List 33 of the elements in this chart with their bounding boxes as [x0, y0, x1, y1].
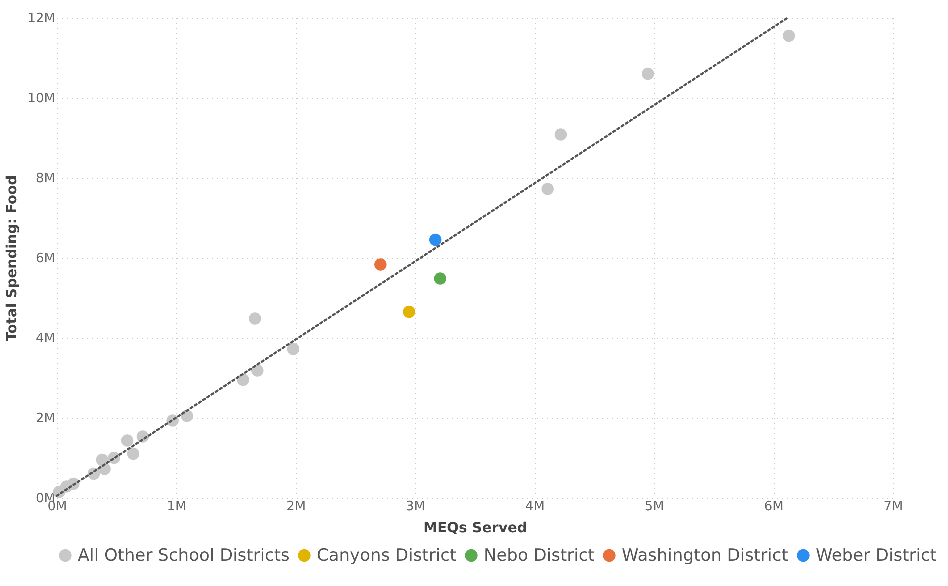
point: [429, 234, 442, 246]
y-tick-label: 4M: [36, 332, 56, 346]
legend-label: Canyons District: [317, 546, 457, 566]
y-tick-label: 12M: [28, 12, 56, 26]
legend-label: Nebo District: [484, 546, 596, 566]
point: [237, 374, 250, 386]
legend-label: Weber District: [816, 546, 938, 566]
x-tick-label: 1M: [167, 500, 187, 514]
point: [249, 312, 262, 325]
point: [642, 68, 654, 80]
legend-label: All Other School Districts: [78, 546, 290, 566]
x-tick-label: 3M: [406, 500, 426, 514]
x-tick-label: 4M: [525, 500, 545, 514]
point: [127, 448, 140, 460]
x-tick-label: 2M: [286, 500, 306, 514]
y-tick-label: 2M: [36, 412, 56, 426]
point: [554, 128, 568, 141]
y-tick-label: 8M: [36, 172, 56, 186]
x-tick-label: 7M: [884, 500, 904, 514]
y-tick-label: 6M: [36, 252, 56, 266]
x-tick-label: 5M: [644, 500, 664, 514]
point: [121, 434, 134, 447]
legend-label: Washington District: [622, 546, 789, 566]
y-tick-label: 10M: [28, 92, 56, 106]
point: [542, 183, 554, 196]
point: [287, 343, 300, 356]
x-tick-label: 6M: [764, 500, 784, 514]
point: [782, 30, 796, 42]
point: [434, 272, 446, 285]
point: [374, 258, 387, 271]
x-axis-title: MEQs Served: [424, 520, 528, 536]
point: [403, 306, 416, 318]
y-axis-title: Total Spending: Food: [4, 175, 21, 342]
